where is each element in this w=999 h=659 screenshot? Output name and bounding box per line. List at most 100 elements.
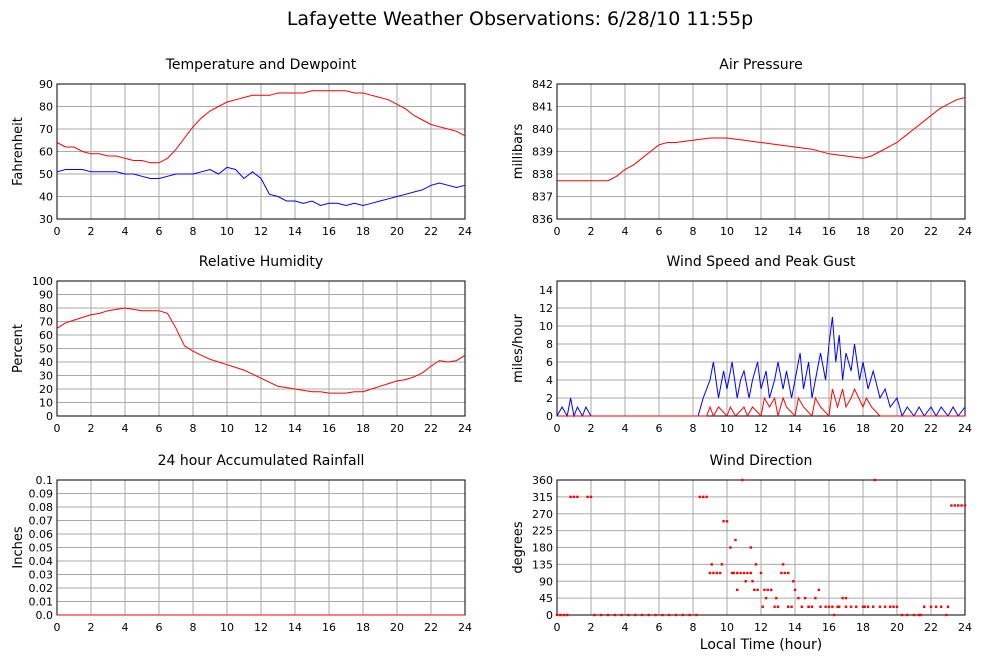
- direction-point: [722, 520, 725, 523]
- pressure-ytick-label: 839: [532, 146, 553, 159]
- direction-xtick-label: 24: [958, 621, 972, 634]
- humidity-xtick-label: 24: [458, 422, 472, 435]
- direction-point: [627, 613, 630, 617]
- pressure-ytick-label: 841: [532, 101, 553, 114]
- wind-xtick-label: 12: [754, 422, 768, 435]
- humidity-ytick-label: 30: [39, 370, 53, 383]
- direction-point: [759, 571, 763, 575]
- direction-point: [634, 613, 637, 617]
- humidity-series-line-0: [56, 307, 466, 394]
- direction-ytick-label: 0: [546, 609, 553, 622]
- direction-point: [861, 605, 865, 608]
- pressure-xtick-label: 14: [788, 225, 802, 238]
- temp-xtick-label: 14: [288, 225, 302, 238]
- direction-point: [819, 605, 822, 608]
- direction-point: [892, 605, 895, 608]
- rain-ytick-label: 0.09: [29, 488, 54, 501]
- rain-xtick-label: 4: [122, 621, 129, 634]
- wind-series-line-1: [557, 387, 965, 418]
- pressure-xtick-label: 22: [924, 225, 938, 238]
- humidity-ytick-label: 60: [39, 329, 53, 342]
- wind-xtick-label: 2: [588, 422, 595, 435]
- direction-point: [783, 571, 786, 575]
- direction-point: [569, 495, 572, 499]
- direction-point: [787, 571, 790, 575]
- temp-ytick-label: 50: [39, 168, 53, 181]
- humidity-xtick-label: 14: [288, 422, 302, 435]
- direction-point: [797, 596, 800, 600]
- pressure-xtick-label: 6: [656, 225, 663, 238]
- direction-point: [754, 563, 758, 566]
- wind-ytick-label: 4: [546, 374, 553, 387]
- temp-ytick-label: 40: [39, 191, 53, 204]
- direction-ytick-label: 45: [539, 592, 553, 605]
- direction-point: [555, 613, 559, 617]
- temp-ytick-label: 30: [39, 213, 53, 226]
- wind-title: Wind Speed and Peak Gust: [667, 254, 856, 270]
- direction-point: [730, 571, 734, 575]
- temp-frame: [56, 83, 466, 220]
- direction-point: [917, 613, 921, 617]
- page-title: Lafayette Weather Observations: 6/28/10 …: [286, 8, 754, 30]
- direction-point: [764, 596, 768, 600]
- direction-point: [661, 613, 664, 617]
- pressure-xtick-label: 8: [690, 225, 697, 238]
- direction-point: [919, 613, 922, 617]
- direction-point: [844, 596, 848, 600]
- direction-point: [620, 613, 623, 617]
- direction-ytick-label: 180: [532, 542, 553, 555]
- pressure-xtick-label: 10: [720, 225, 734, 238]
- wind-ytick-label: 12: [539, 302, 553, 315]
- humidity-xtick-label: 18: [356, 422, 370, 435]
- rain-ytick-label: 0.06: [29, 528, 54, 541]
- direction-point: [900, 613, 904, 617]
- direction-point: [739, 571, 742, 575]
- rain-xtick-label: 22: [424, 621, 438, 634]
- rain-xtick-label: 20: [390, 621, 404, 634]
- rain-xtick-label: 2: [88, 621, 95, 634]
- humidity-xtick-label: 12: [254, 422, 268, 435]
- direction-point: [742, 571, 746, 575]
- pressure-ytick-label: 836: [532, 213, 553, 226]
- direction-point: [824, 605, 827, 608]
- direction-point: [710, 563, 713, 566]
- rain-ytick-label: 0.0: [36, 609, 54, 622]
- direction-point: [827, 605, 831, 608]
- temp-xtick-label: 24: [458, 225, 472, 238]
- direction-title: Wind Direction: [710, 453, 813, 469]
- temp-title: Temperature and Dewpoint: [165, 57, 357, 73]
- direction-point: [800, 605, 803, 608]
- direction-point: [761, 605, 764, 608]
- temp-xtick-label: 2: [88, 225, 95, 238]
- direction-xlabel: Local Time (hour): [700, 637, 822, 653]
- direction-point: [736, 571, 739, 575]
- direction-xtick-label: 16: [822, 621, 836, 634]
- pressure-xtick-label: 20: [890, 225, 904, 238]
- wind-ytick-label: 2: [546, 392, 553, 405]
- direction-ytick-label: 315: [532, 491, 553, 504]
- direction-point: [736, 588, 739, 592]
- direction-point: [781, 563, 785, 566]
- direction-xtick-label: 10: [720, 621, 734, 634]
- direction-point: [895, 605, 899, 608]
- humidity-ylabel: Percent: [11, 324, 26, 373]
- direction-point: [613, 613, 616, 617]
- direction-point: [576, 495, 579, 499]
- direction-point: [741, 478, 744, 482]
- direction-point: [940, 605, 943, 608]
- humidity-xtick-label: 0: [54, 422, 61, 435]
- wind-xtick-label: 24: [958, 422, 972, 435]
- direction-point: [945, 613, 948, 617]
- direction-xtick-label: 20: [890, 621, 904, 634]
- direction-point: [957, 504, 960, 507]
- humidity-ytick-label: 70: [39, 316, 53, 329]
- direction-ytick-label: 270: [532, 508, 553, 521]
- direction-point: [773, 605, 776, 608]
- direction-point: [600, 613, 603, 617]
- direction-point: [946, 605, 950, 608]
